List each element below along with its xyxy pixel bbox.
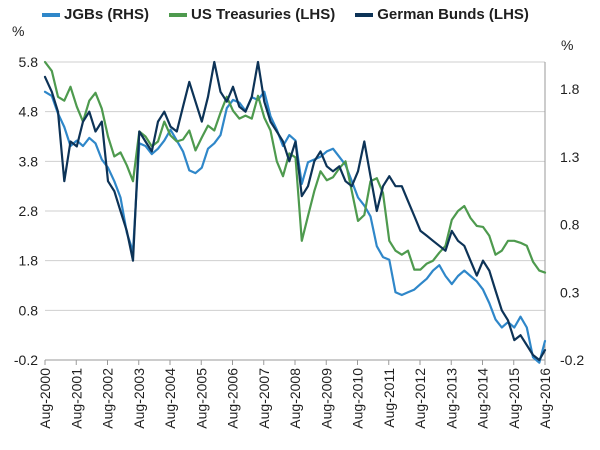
x-tick-label: Aug-2004 [162, 368, 178, 429]
legend-label-german-bunds: German Bunds (LHS) [377, 6, 529, 23]
legend-label-jgbs: JGBs (RHS) [64, 6, 150, 23]
right-tick-label: 1.8 [560, 81, 580, 97]
series-line-jgbs [43, 90, 547, 364]
left-tick-label: 0.8 [19, 302, 39, 318]
left-tick-label: 3.8 [19, 153, 39, 169]
x-tick-label: Aug-2006 [225, 368, 241, 429]
x-axis-ticks: Aug-2000 Aug-2001 Aug-2002 Aug-2003 Aug-2004… [37, 360, 553, 429]
series-lines [43, 60, 547, 364]
x-tick-label: Aug-2007 [256, 368, 272, 429]
x-tick-label: Aug-2005 [193, 368, 209, 429]
x-tick-label: Aug-2012 [412, 368, 428, 429]
legend-label-us-treasuries: US Treasuries (LHS) [191, 6, 336, 23]
left-tick-label: 4.8 [19, 104, 39, 120]
right-axis-unit: % [561, 37, 573, 53]
x-tick-label: Aug-2002 [100, 368, 116, 429]
right-tick-label: -0.2 [560, 352, 584, 368]
left-tick-label: 5.8 [19, 54, 39, 70]
x-tick-label: Aug-2008 [287, 368, 303, 429]
right-tick-label: 0.8 [560, 217, 580, 233]
left-tick-label: 2.8 [19, 203, 39, 219]
right-axis-ticks: -0.2 0.3 0.8 1.3 1.8 [560, 81, 584, 368]
series-line-german-bunds [43, 60, 547, 362]
left-axis-unit: % [12, 23, 24, 39]
x-tick-label: Aug-2010 [350, 368, 366, 429]
legend-item-jgbs: JGBs (RHS) [42, 6, 149, 23]
x-tick-label: Aug-2001 [68, 368, 84, 429]
legend-item-us-treasuries: US Treasuries (LHS) [169, 6, 335, 23]
legend: JGBs (RHS) US Treasuries (LHS) German Bu… [42, 6, 549, 23]
right-tick-label: 1.3 [560, 149, 580, 165]
left-tick-label: 1.8 [19, 253, 39, 269]
x-tick-label: Aug-2015 [506, 368, 522, 429]
x-tick-label: Aug-2011 [381, 368, 397, 428]
x-tick-label: Aug-2014 [475, 368, 491, 429]
legend-item-german-bunds: German Bunds (LHS) [355, 6, 529, 23]
x-tick-label: Aug-2013 [443, 368, 459, 429]
series-line-us-treasuries [43, 60, 547, 274]
right-tick-label: 0.3 [560, 284, 580, 300]
x-tick-label: Aug-2000 [37, 368, 53, 429]
left-axis-ticks: -0.2 0.8 1.8 2.8 3.8 4.8 5.8 [14, 54, 38, 368]
legend-swatch-us-treasuries [169, 12, 188, 17]
legend-swatch-jgbs [42, 12, 60, 17]
left-tick-label: -0.2 [14, 352, 38, 368]
x-tick-label: Aug-2016 [537, 368, 553, 429]
x-tick-label: Aug-2003 [131, 368, 147, 429]
x-tick-label: Aug-2009 [318, 368, 334, 429]
legend-swatch-german-bunds [355, 12, 374, 17]
